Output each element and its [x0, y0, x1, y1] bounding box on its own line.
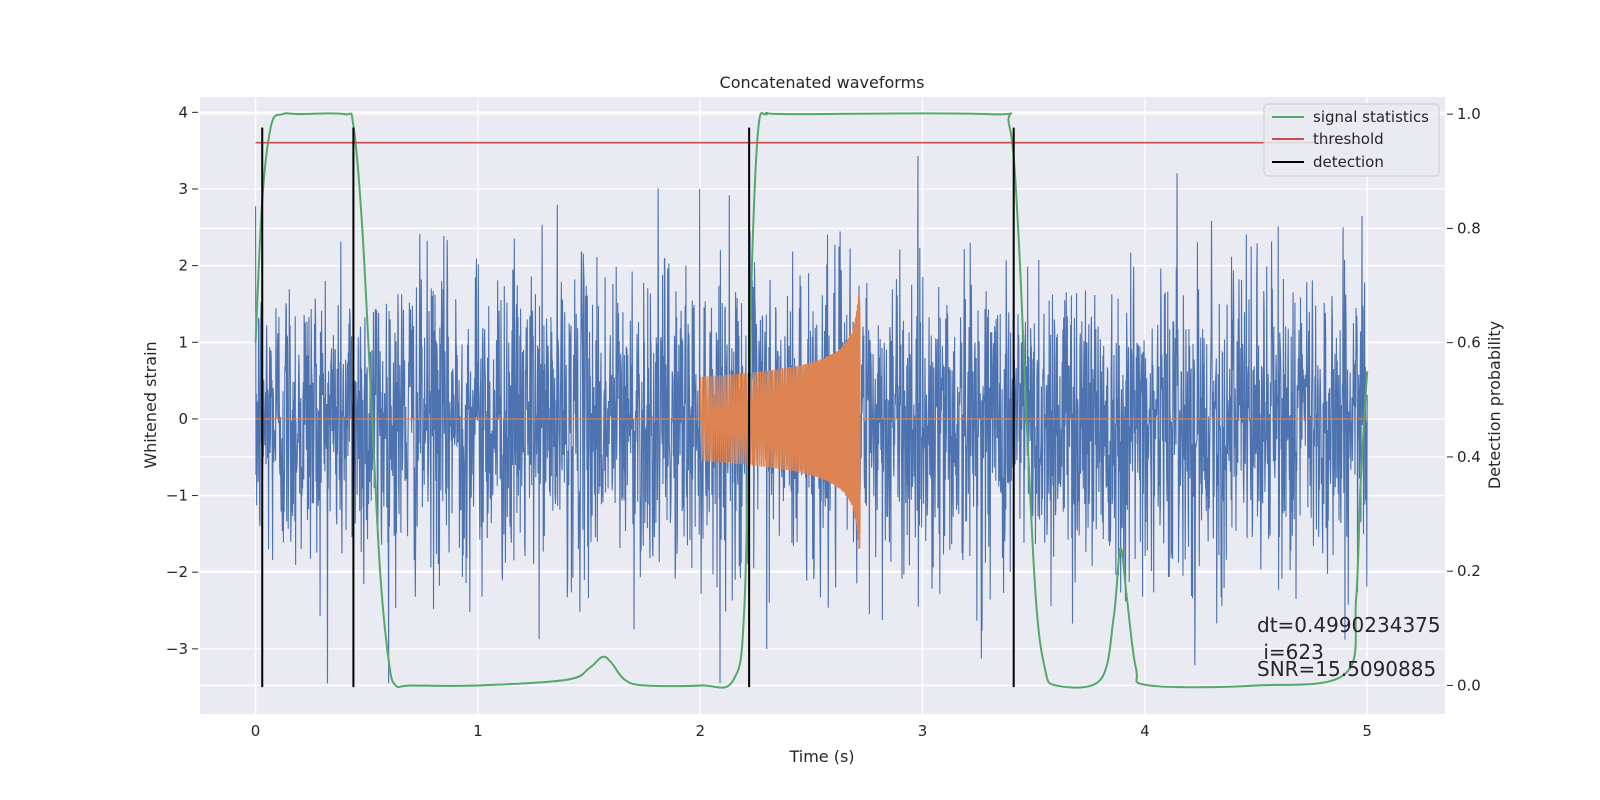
y-tick-label-left: −3 [166, 640, 188, 658]
annotation-dt: dt=0.4990234375 [1257, 613, 1441, 637]
y-axis-label-right: Detection probability [1485, 321, 1504, 489]
x-tick-label: 4 [1140, 722, 1150, 740]
y-tick-label-left: 2 [178, 257, 188, 275]
y-tick-label-right: 0.0 [1457, 676, 1481, 694]
ticks-layer: 0 1 2 3 4 5 −3 −2 −1 0 1 2 3 4 0.0 0.2 0.4 0.6 0.8 1.0 [166, 103, 1481, 740]
legend-box [1263, 103, 1440, 177]
y-tick-label-left: 3 [178, 180, 188, 198]
y-tick-label-left: 4 [178, 103, 188, 121]
y-axis-label-left: Whitened strain [141, 341, 160, 468]
y-tick-label-right: 0.8 [1457, 219, 1481, 237]
y-tick-label-left: −1 [166, 487, 188, 505]
x-axis-label: Time (s) [788, 747, 854, 766]
y-tick-label-left: −2 [166, 563, 188, 581]
y-tick-label-right: 0.4 [1457, 448, 1481, 466]
x-tick-label: 5 [1362, 722, 1372, 740]
y-tick-label-left: 0 [178, 410, 188, 428]
y-tick-label-right: 0.2 [1457, 562, 1481, 580]
y-tick-label-right: 0.6 [1457, 334, 1481, 352]
legend-label-signal-statistics: signal statistics [1313, 108, 1429, 126]
annotation-index: i=623 [1257, 640, 1324, 664]
x-tick-label: 1 [473, 722, 483, 740]
y-tick-label-right: 1.0 [1457, 105, 1481, 123]
y-tick-label-left: 1 [178, 333, 188, 351]
chart-title: Concatenated waveforms [720, 73, 925, 92]
legend-label-threshold: threshold [1313, 130, 1384, 148]
data-layer [254, 111, 1369, 689]
series-chirp-waveform [255, 292, 1368, 550]
x-tick-label: 0 [251, 722, 261, 740]
legend-label-detection: detection [1313, 153, 1384, 171]
legend: signal statistics threshold detection [1263, 103, 1440, 177]
x-tick-label: 2 [695, 722, 705, 740]
annotation-snr: SNR=15.5090885 [1257, 657, 1436, 681]
x-tick-label: 3 [918, 722, 928, 740]
